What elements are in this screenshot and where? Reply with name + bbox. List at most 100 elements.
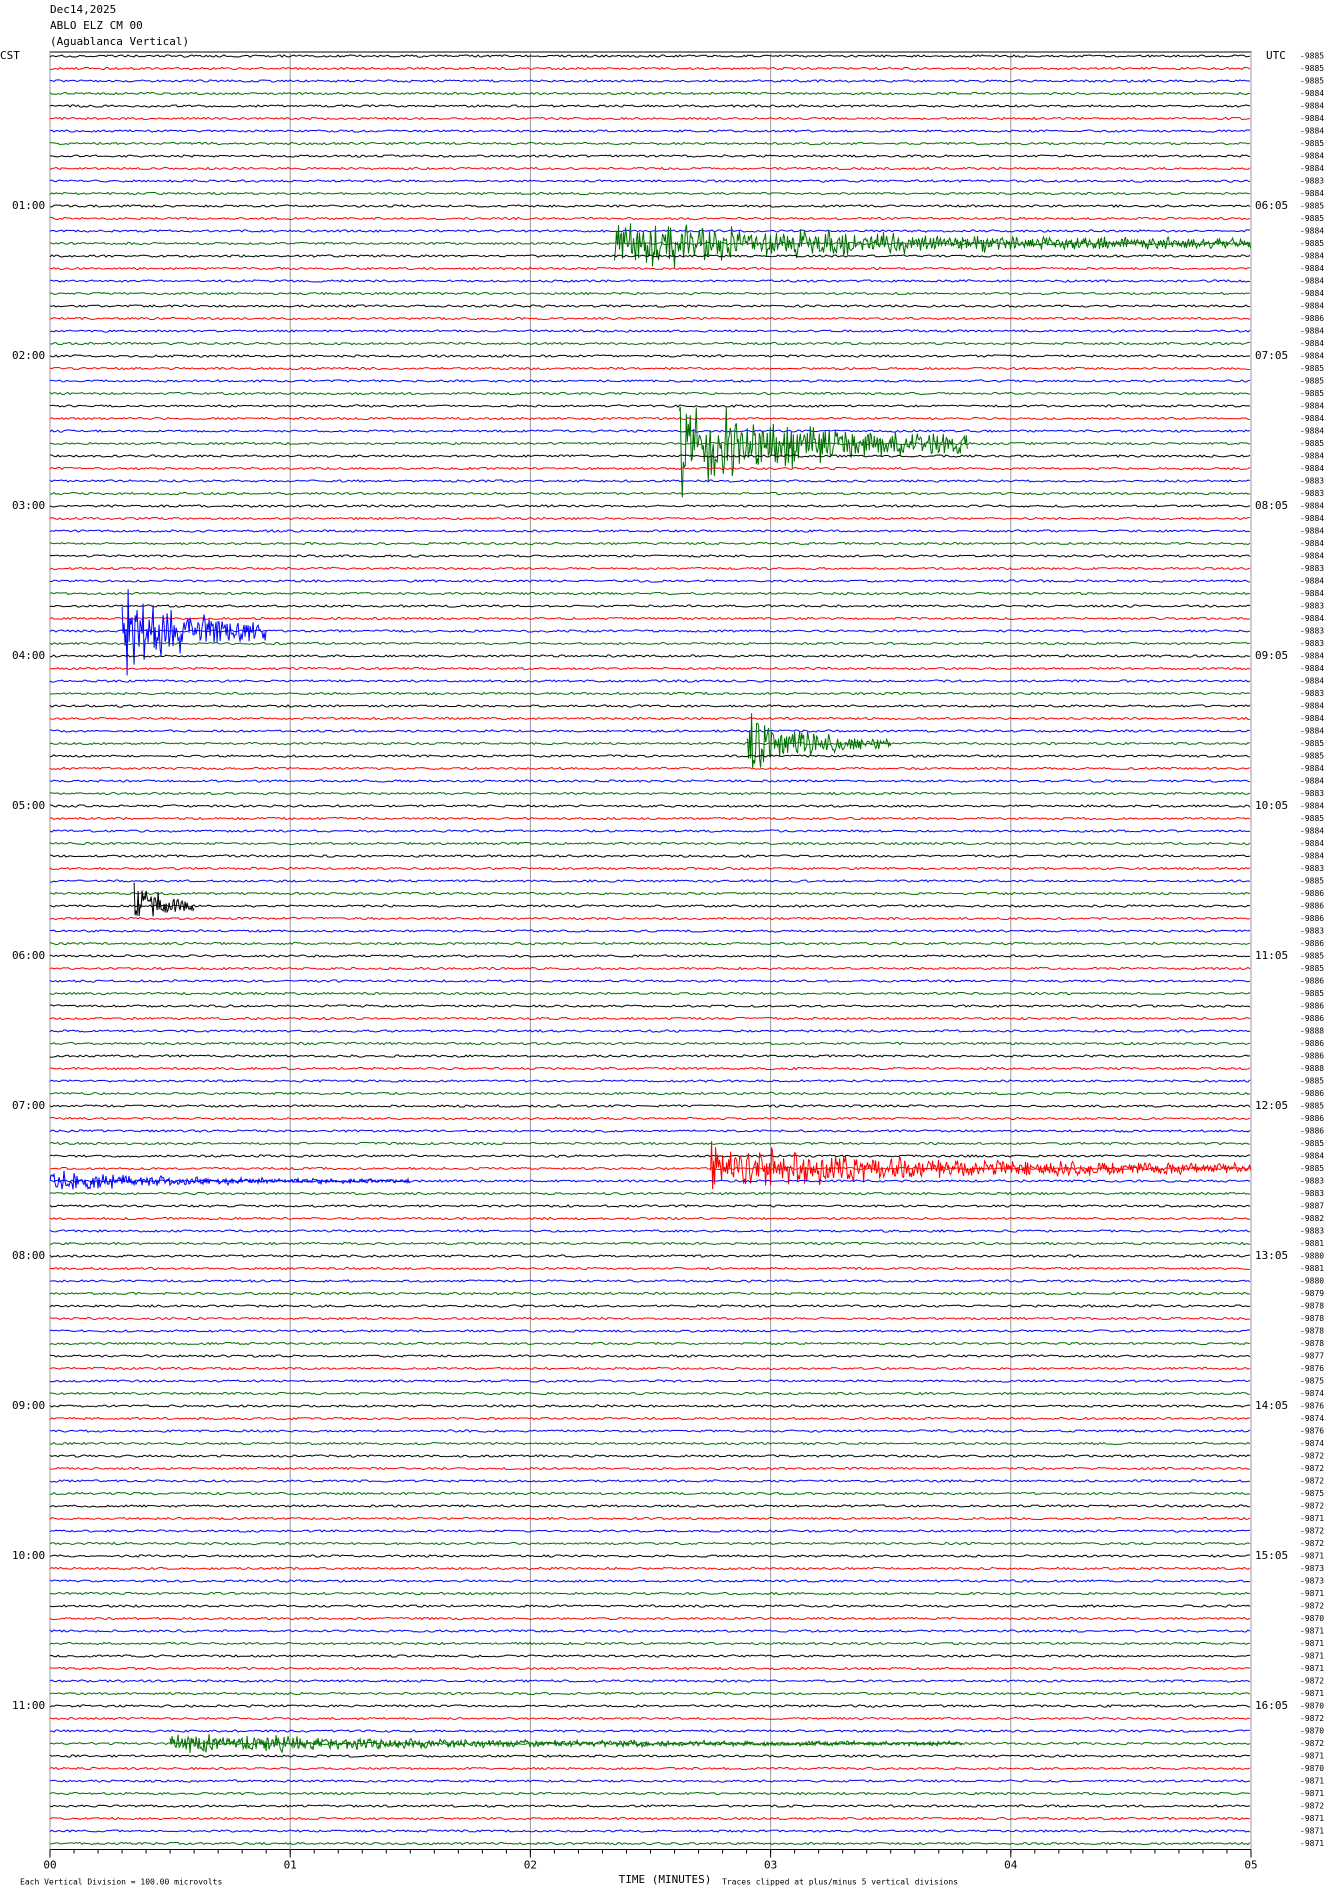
trace-value: -9884	[1300, 227, 1324, 236]
trace-value: -9881	[1300, 1264, 1324, 1273]
cst-label: 03:00	[12, 499, 45, 512]
trace	[49, 379, 1251, 383]
trace	[49, 166, 1251, 171]
cst-label: 01:00	[12, 199, 45, 212]
x-tick-label: 00	[43, 1859, 56, 1872]
trace-value: -9872	[1300, 1802, 1324, 1811]
trace	[49, 916, 1251, 921]
trace-value: -9885	[1300, 77, 1324, 86]
trace-value: -9872	[1300, 1602, 1324, 1611]
trace-value: -9872	[1300, 1502, 1324, 1511]
trace	[49, 1816, 1251, 1821]
trace-value: -9884	[1300, 839, 1324, 848]
trace-value: -9884	[1300, 102, 1324, 111]
trace-value: -9871	[1300, 1552, 1324, 1561]
trace-value: -9884	[1300, 452, 1324, 461]
trace	[49, 1491, 1251, 1496]
trace	[49, 516, 1251, 521]
trace	[49, 1766, 1251, 1771]
trace-value: -9884	[1300, 152, 1324, 161]
trace-value: -9888	[1300, 1064, 1324, 1073]
cst-label: 08:00	[12, 1249, 45, 1262]
trace	[49, 1629, 1251, 1633]
trace-value: -9884	[1300, 727, 1324, 736]
trace-value: -9885	[1300, 952, 1324, 961]
trace	[49, 1441, 1251, 1446]
trace	[49, 1366, 1251, 1371]
station: ABLO ELZ CM 00	[50, 19, 143, 32]
trace-value: -9884	[1300, 677, 1324, 686]
utc-label: 08:05	[1255, 499, 1288, 512]
trace-value: -9871	[1300, 1589, 1324, 1598]
trace	[49, 1429, 1251, 1433]
trace	[49, 1191, 1251, 1196]
trace-value: -9881	[1300, 1239, 1324, 1248]
trace-value: -9884	[1300, 652, 1324, 661]
trace	[49, 854, 1251, 858]
trace	[49, 1641, 1251, 1646]
trace	[49, 1216, 1251, 1221]
trace-value: -9871	[1300, 1514, 1324, 1523]
trace	[49, 1041, 1251, 1046]
trace-value: -9885	[1300, 1139, 1324, 1148]
x-axis-label: TIME (MINUTES)	[619, 1873, 712, 1886]
trace-value: -9876	[1300, 1427, 1324, 1436]
trace-value: -9885	[1300, 877, 1324, 886]
trace-value: -9885	[1300, 989, 1324, 998]
trace-value: -9878	[1300, 1314, 1324, 1323]
trace	[49, 1779, 1251, 1783]
trace	[49, 354, 1251, 358]
utc-label: 15:05	[1255, 1549, 1288, 1562]
cst-label: 05:00	[12, 799, 45, 812]
trace-value: -9886	[1300, 314, 1324, 323]
trace	[49, 691, 1251, 696]
trace	[49, 291, 1251, 296]
trace	[49, 1716, 1251, 1721]
trace	[49, 179, 1251, 183]
trace	[49, 1016, 1251, 1021]
left-zone: CST	[0, 49, 20, 62]
trace	[50, 579, 1251, 583]
trace-value: -9885	[1300, 1077, 1324, 1086]
trace-value: -9885	[1300, 239, 1324, 248]
trace	[49, 1416, 1251, 1421]
trace-value: -9883	[1300, 927, 1324, 936]
trace-value: -9886	[1300, 1052, 1324, 1061]
trace	[49, 891, 1251, 896]
trace-value: -9884	[1300, 327, 1324, 336]
trace-value: -9885	[1300, 64, 1324, 73]
trace	[49, 604, 1251, 608]
x-tick-label: 04	[1004, 1859, 1018, 1872]
trace-value: -9879	[1300, 1289, 1324, 1298]
trace-value: -9871	[1300, 1652, 1324, 1661]
x-tick-label: 05	[1244, 1859, 1257, 1872]
trace	[49, 404, 1251, 408]
right-zone: UTC	[1266, 49, 1286, 62]
trace	[49, 766, 1251, 771]
trace	[49, 1516, 1251, 1521]
trace-value: -9884	[1300, 264, 1324, 273]
trace	[49, 254, 1251, 258]
trace	[49, 841, 1251, 846]
trace-value: -9870	[1300, 1614, 1324, 1623]
trace	[49, 1079, 1251, 1083]
trace	[49, 1166, 1251, 1171]
trace-value: -9871	[1300, 1777, 1324, 1786]
trace	[49, 829, 1251, 833]
trace-value: -9872	[1300, 1714, 1324, 1723]
trace-value: -9885	[1300, 814, 1324, 823]
trace	[49, 1604, 1251, 1608]
utc-label: 07:05	[1255, 349, 1288, 362]
trace	[49, 1329, 1251, 1333]
trace-value: -9884	[1300, 714, 1324, 723]
trace-value: -9872	[1300, 1452, 1324, 1461]
trace	[49, 454, 1251, 458]
trace	[50, 1054, 1251, 1058]
trace-value: -9870	[1300, 1727, 1324, 1736]
trace	[49, 1479, 1250, 1483]
trace	[49, 1316, 1251, 1321]
trace	[49, 879, 1251, 883]
trace	[49, 1379, 1251, 1383]
trace-value: -9886	[1300, 1014, 1324, 1023]
